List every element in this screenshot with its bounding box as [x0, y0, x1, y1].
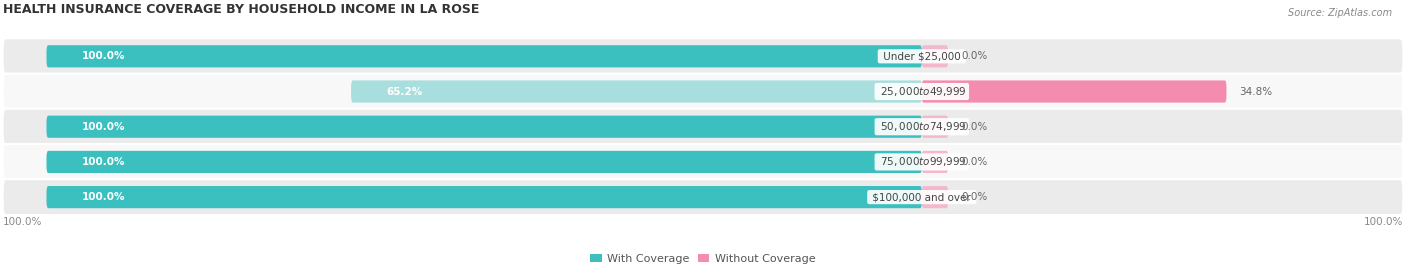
Legend: With Coverage, Without Coverage: With Coverage, Without Coverage — [586, 249, 820, 268]
FancyBboxPatch shape — [922, 80, 1226, 103]
Text: $75,000 to $99,999: $75,000 to $99,999 — [877, 156, 967, 168]
Text: 100.0%: 100.0% — [82, 51, 125, 61]
FancyBboxPatch shape — [922, 151, 948, 173]
Text: 0.0%: 0.0% — [962, 122, 987, 132]
FancyBboxPatch shape — [46, 116, 922, 138]
FancyBboxPatch shape — [352, 80, 922, 103]
FancyBboxPatch shape — [46, 45, 922, 68]
Text: 65.2%: 65.2% — [387, 86, 422, 96]
Text: $100,000 and over: $100,000 and over — [869, 192, 974, 202]
FancyBboxPatch shape — [46, 151, 922, 173]
Text: 0.0%: 0.0% — [962, 192, 987, 202]
Text: HEALTH INSURANCE COVERAGE BY HOUSEHOLD INCOME IN LA ROSE: HEALTH INSURANCE COVERAGE BY HOUSEHOLD I… — [3, 3, 479, 16]
Text: 100.0%: 100.0% — [82, 192, 125, 202]
Text: Under $25,000: Under $25,000 — [880, 51, 965, 61]
Text: 100.0%: 100.0% — [82, 157, 125, 167]
FancyBboxPatch shape — [3, 38, 1403, 74]
Text: Source: ZipAtlas.com: Source: ZipAtlas.com — [1288, 8, 1392, 18]
Text: $25,000 to $49,999: $25,000 to $49,999 — [877, 85, 967, 98]
Text: 34.8%: 34.8% — [1240, 86, 1272, 96]
FancyBboxPatch shape — [3, 109, 1403, 145]
FancyBboxPatch shape — [3, 179, 1403, 215]
FancyBboxPatch shape — [922, 45, 948, 68]
FancyBboxPatch shape — [46, 186, 922, 208]
Text: 0.0%: 0.0% — [962, 157, 987, 167]
Text: 100.0%: 100.0% — [3, 217, 42, 227]
FancyBboxPatch shape — [922, 186, 948, 208]
FancyBboxPatch shape — [922, 116, 948, 138]
FancyBboxPatch shape — [3, 73, 1403, 109]
FancyBboxPatch shape — [3, 144, 1403, 180]
Text: 100.0%: 100.0% — [1364, 217, 1403, 227]
Text: $50,000 to $74,999: $50,000 to $74,999 — [877, 120, 967, 133]
Text: 0.0%: 0.0% — [962, 51, 987, 61]
Text: 100.0%: 100.0% — [82, 122, 125, 132]
